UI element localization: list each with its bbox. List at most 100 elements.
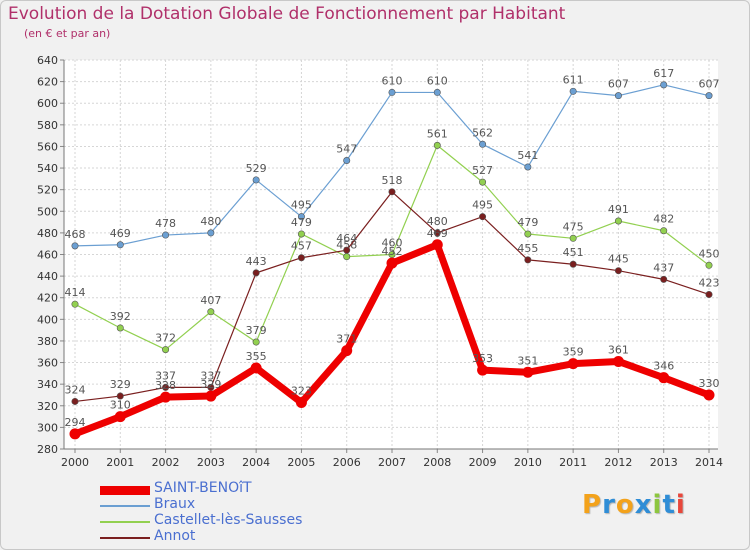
data-point <box>705 290 713 298</box>
y-tick-label: 460 <box>37 249 58 262</box>
data-point <box>614 217 622 225</box>
data-point <box>388 88 396 96</box>
data-label: 414 <box>65 286 86 299</box>
data-label: 407 <box>200 294 221 307</box>
x-tick-label: 2007 <box>378 456 406 469</box>
data-label: 437 <box>653 261 674 274</box>
data-point <box>524 163 532 171</box>
y-tick-label: 320 <box>37 400 58 413</box>
data-label: 611 <box>563 73 584 86</box>
chart-title: Evolution de la Dotation Globale de Fonc… <box>8 4 566 24</box>
y-tick-label: 360 <box>37 357 58 370</box>
data-point <box>479 213 487 221</box>
data-label: 468 <box>65 228 86 241</box>
data-point <box>477 364 489 376</box>
data-point <box>207 229 215 237</box>
data-point <box>116 392 124 400</box>
x-tick-label: 2006 <box>333 456 361 469</box>
logo-letter: o <box>615 490 635 520</box>
data-point <box>524 256 532 264</box>
x-tick-label: 2002 <box>152 456 180 469</box>
data-point <box>569 234 577 242</box>
data-point <box>705 261 713 269</box>
data-label: 527 <box>472 164 493 177</box>
data-label: 329 <box>200 378 221 391</box>
data-point <box>431 239 443 251</box>
y-tick-label: 540 <box>37 162 58 175</box>
data-point <box>252 338 260 346</box>
y-tick-label: 340 <box>37 378 58 391</box>
logo-letter: r <box>602 490 616 520</box>
x-tick-label: 2013 <box>650 456 678 469</box>
y-tick-label: 480 <box>37 227 58 240</box>
data-label: 337 <box>155 369 176 382</box>
y-tick-label: 600 <box>37 97 58 110</box>
data-point <box>388 188 396 196</box>
data-label: 482 <box>653 213 674 226</box>
x-tick-label: 2003 <box>197 456 225 469</box>
data-label: 479 <box>517 216 538 229</box>
data-point <box>250 362 262 374</box>
data-label: 445 <box>608 253 629 266</box>
data-point <box>297 230 305 238</box>
data-label: 330 <box>699 377 720 390</box>
data-point <box>343 156 351 164</box>
data-label: 610 <box>382 74 403 87</box>
data-label: 458 <box>336 239 357 252</box>
data-label: 469 <box>427 227 448 240</box>
x-tick-label: 2000 <box>61 456 89 469</box>
data-point <box>614 92 622 100</box>
y-tick-label: 300 <box>37 421 58 434</box>
data-label: 353 <box>472 352 493 365</box>
data-label: 443 <box>246 255 267 268</box>
x-tick-label: 2004 <box>242 456 270 469</box>
chart-subtitle: (en € et par an) <box>24 27 111 40</box>
legend-label: SAINT-BENOîT <box>154 480 252 496</box>
data-point <box>297 254 305 262</box>
legend-label: Braux <box>154 496 196 512</box>
data-point <box>116 241 124 249</box>
data-point <box>71 242 79 250</box>
data-label: 518 <box>382 174 403 187</box>
x-tick-label: 2014 <box>695 456 723 469</box>
y-tick-label: 580 <box>37 119 58 132</box>
x-tick-label: 2009 <box>469 456 497 469</box>
data-point <box>433 88 441 96</box>
data-label: 392 <box>110 310 131 323</box>
data-point <box>479 178 487 186</box>
data-label: 479 <box>291 216 312 229</box>
data-label: 450 <box>699 247 720 260</box>
data-label: 610 <box>427 74 448 87</box>
data-point <box>207 308 215 316</box>
data-label: 310 <box>110 399 131 412</box>
data-point <box>343 246 351 254</box>
x-tick-label: 2011 <box>559 456 587 469</box>
legend-label: Castellet-lès-Sausses <box>154 512 303 528</box>
data-label: 469 <box>110 227 131 240</box>
data-label: 423 <box>699 276 720 289</box>
y-tick-label: 640 <box>37 54 58 67</box>
data-label: 351 <box>517 354 538 367</box>
data-point <box>705 92 713 100</box>
data-label: 323 <box>291 385 312 398</box>
data-label: 361 <box>608 343 629 356</box>
data-point <box>116 324 124 332</box>
data-label: 328 <box>155 379 176 392</box>
data-label: 491 <box>608 203 629 216</box>
legend-swatch <box>100 485 150 495</box>
data-label: 379 <box>246 324 267 337</box>
data-label: 324 <box>65 383 86 396</box>
data-label: 495 <box>472 199 493 212</box>
data-point <box>252 176 260 184</box>
data-label: 294 <box>65 416 86 429</box>
data-label: 478 <box>155 217 176 230</box>
data-label: 346 <box>653 360 674 373</box>
data-point <box>569 260 577 268</box>
data-label: 480 <box>427 215 448 228</box>
data-label: 455 <box>517 242 538 255</box>
data-label: 480 <box>200 215 221 228</box>
data-point <box>569 87 577 95</box>
x-tick-label: 2008 <box>423 456 451 469</box>
data-label: 607 <box>699 78 720 91</box>
data-point <box>69 428 81 440</box>
